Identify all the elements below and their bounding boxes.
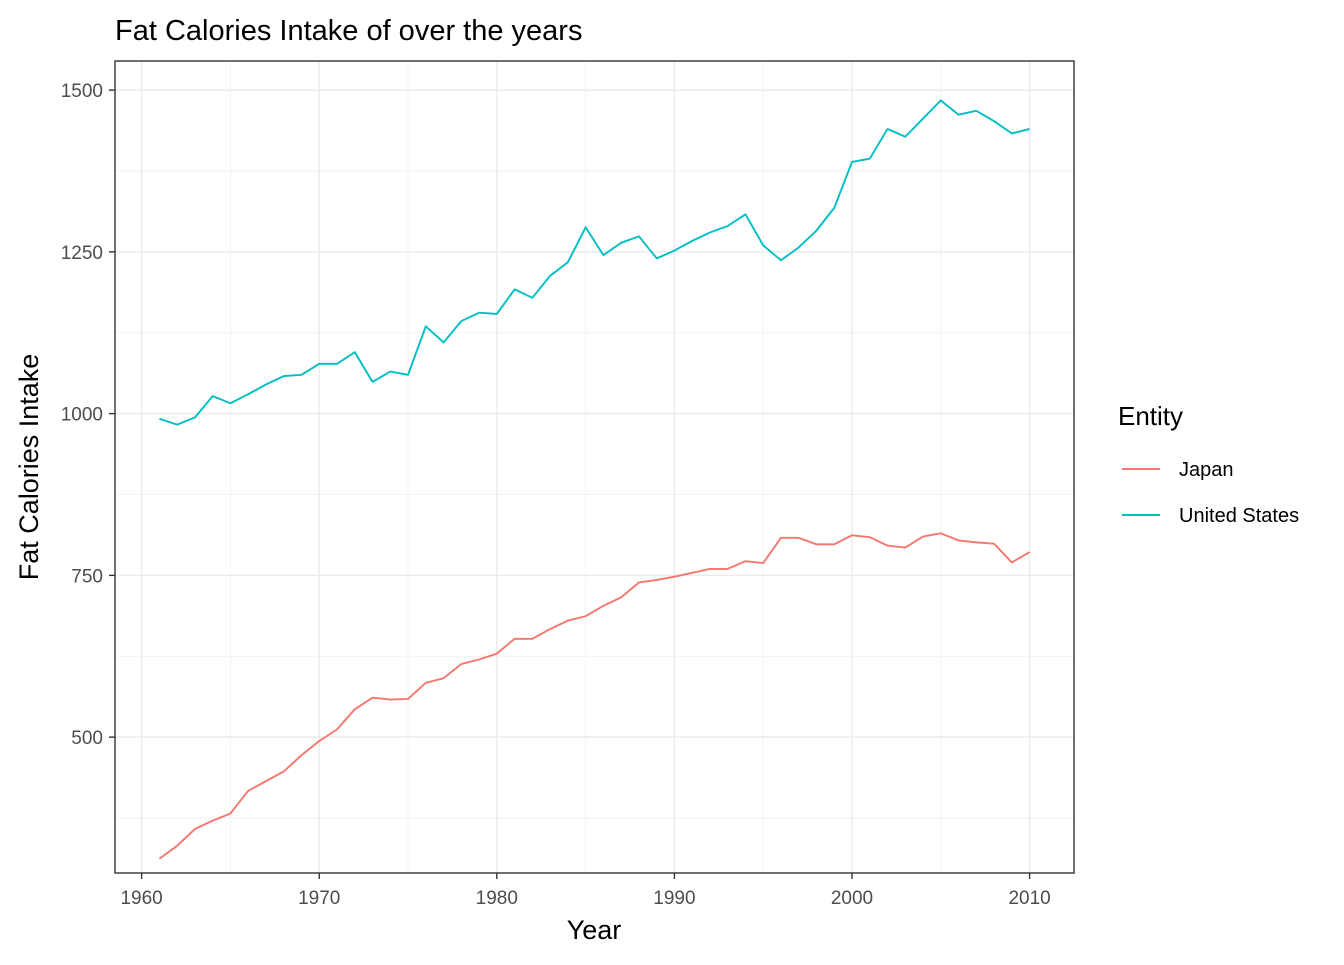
minor-gridlines — [115, 61, 1074, 873]
x-tick-label: 2000 — [831, 888, 873, 909]
legend: Entity Japan United States — [1118, 401, 1299, 527]
x-axis-label: Year — [567, 915, 622, 945]
legend-label-1: United States — [1179, 505, 1299, 527]
x-axis: 1960 1970 1980 1990 2000 2010 — [120, 873, 1051, 909]
x-tick-label: 1970 — [298, 888, 340, 909]
x-tick-label: 1980 — [476, 888, 518, 909]
plot-border — [114, 60, 1075, 874]
major-gridlines — [115, 61, 1074, 873]
chart-title: Fat Calories Intake of over the years — [115, 15, 582, 47]
x-tick-label: 1990 — [653, 888, 695, 909]
legend-label-0: Japan — [1179, 459, 1234, 481]
series-line-0 — [158, 532, 1031, 860]
series-line-1 — [159, 99, 1030, 426]
plot-background — [115, 61, 1074, 873]
x-tick-label: 1960 — [120, 888, 162, 909]
y-tick-label: 750 — [71, 566, 103, 587]
legend-items: Japan United States — [1122, 459, 1299, 527]
y-tick-label: 500 — [71, 728, 103, 749]
y-tick-label: 1500 — [61, 81, 103, 102]
series-lines — [158, 99, 1031, 860]
legend-title: Entity — [1118, 401, 1183, 431]
y-axis: 500 750 1000 1250 1500 — [61, 81, 115, 749]
x-tick-label: 2010 — [1008, 888, 1050, 909]
y-tick-label: 1250 — [61, 243, 103, 264]
y-tick-label: 1000 — [61, 405, 103, 426]
y-axis-label: Fat Calories Intake — [14, 354, 44, 581]
